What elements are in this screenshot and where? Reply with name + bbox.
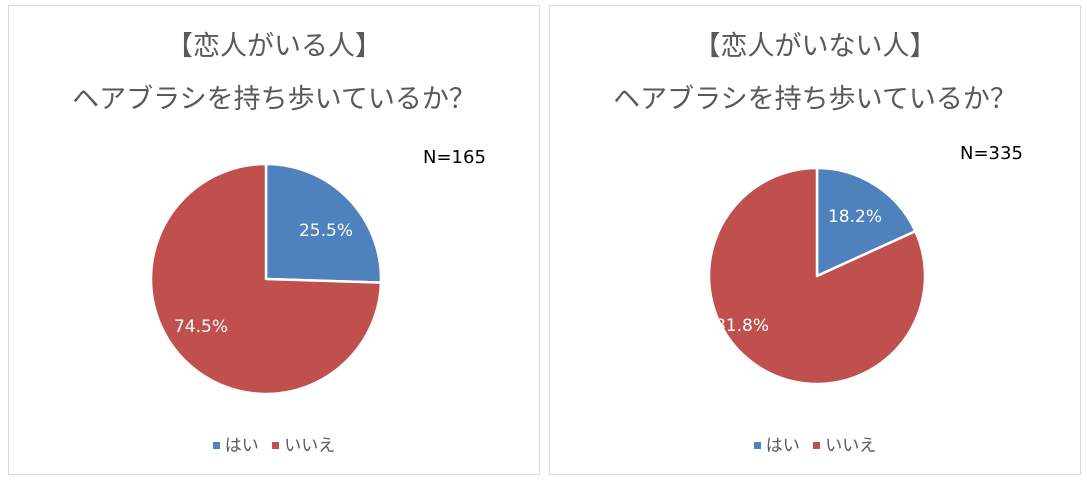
chart-title-line2: ヘアブラシを持ち歩いているか？ [613,84,1017,115]
legend-swatch-yes [212,441,220,449]
chart-title-line1: 【恋人がいない人】 [693,31,937,62]
sample-size-label: N=335 [960,143,1023,164]
legend-swatch-yes [753,441,761,449]
pie-slice-no [149,162,383,396]
legend-swatch-no [272,441,280,449]
pie-slice-yes [815,166,917,278]
legend-label-no: いいえ [825,436,877,456]
legend-item-yes: はい [212,431,259,456]
pie-slice-no [707,166,927,386]
legend-swatch-no [813,441,821,449]
legend-label-no: いいえ [284,436,336,456]
legend-item-yes: はい [753,431,800,456]
legend-label-yes: はい [765,436,800,456]
sample-size-label: N=165 [423,147,486,168]
chart-panel-without-partner: 【恋人がいない人】 ヘアブラシを持ち歩いているか？ N=335 18.2% 81.… [549,5,1081,475]
legend-item-no: いいえ [813,431,876,456]
chart-panel-with-partner: 【恋人がいる人】 ヘアブラシを持ち歩いているか？ N=165 25.5% 74.5… [8,5,540,475]
data-label-yes: 18.2% [828,207,882,227]
chart-title-line1: 【恋人がいる人】 [166,31,382,62]
chart-title-line2: ヘアブラシを持ち歩いているか？ [72,84,476,115]
legend: はい いいえ [550,431,1080,456]
pie-chart: 25.5% 74.5% [149,162,383,396]
legend: はい いいえ [9,431,539,456]
pie-chart: 18.2% 81.8% [707,166,927,386]
pie-slice-yes [264,162,383,284]
data-label-no: 81.8% [715,316,769,336]
legend-label-yes: はい [224,436,259,456]
data-label-yes: 25.5% [299,221,353,241]
data-label-no: 74.5% [174,317,228,337]
legend-item-no: いいえ [272,431,335,456]
